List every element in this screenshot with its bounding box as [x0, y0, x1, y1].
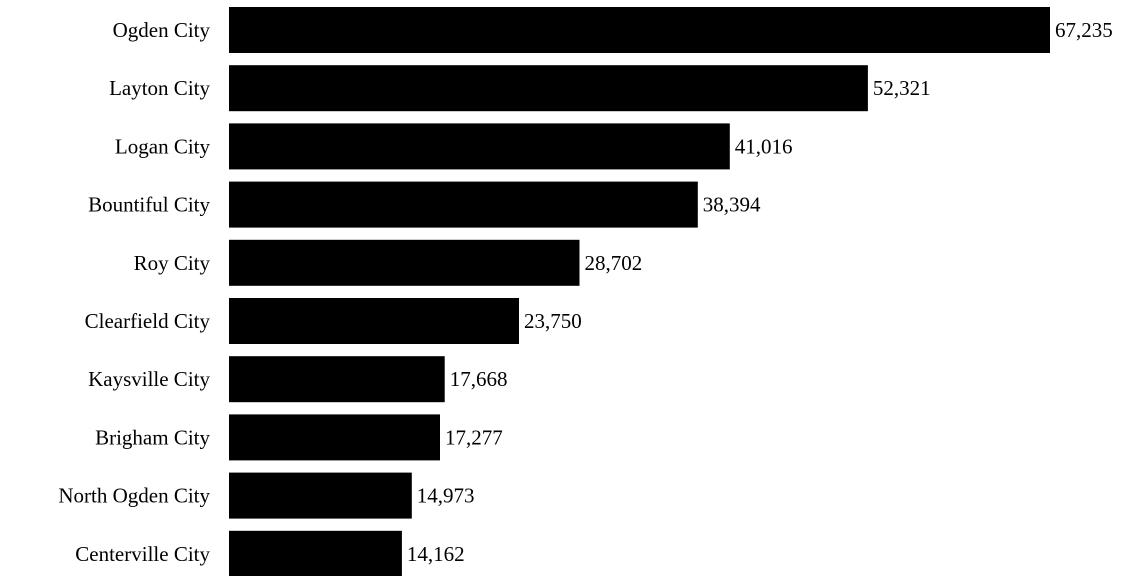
value-label: 28,702	[585, 251, 643, 275]
category-label: Roy City	[134, 251, 211, 275]
value-label: 14,973	[417, 484, 475, 508]
value-label: 17,277	[445, 425, 503, 449]
category-label: North Ogden City	[58, 484, 210, 508]
value-label: 23,750	[524, 309, 582, 333]
bar	[229, 414, 440, 461]
bar	[229, 123, 730, 170]
value-label: 17,668	[450, 367, 508, 391]
value-label: 52,321	[873, 76, 931, 100]
category-label: Ogden City	[113, 18, 211, 42]
value-label: 38,394	[703, 193, 761, 217]
category-label: Logan City	[115, 134, 211, 158]
category-label: Layton City	[109, 76, 210, 100]
bar	[229, 239, 580, 286]
bar	[229, 530, 402, 576]
value-labels-group: 67,235 52,321 41,016 38,394 28,702 23,750 17,6…	[407, 18, 1113, 566]
bar	[229, 7, 1050, 53]
bar	[229, 356, 445, 403]
value-label: 67,235	[1055, 18, 1113, 42]
bar	[229, 65, 868, 112]
bar	[229, 181, 698, 228]
category-labels-group: Ogden City Layton City Logan City Bountiful…	[58, 18, 210, 566]
bar	[229, 298, 519, 344]
value-label: 41,016	[735, 134, 793, 158]
bars-group	[229, 7, 1050, 576]
category-label: Bountiful City	[88, 193, 210, 217]
category-label: Clearfield City	[85, 309, 211, 333]
bar	[229, 472, 412, 519]
category-label: Kaysville City	[88, 367, 210, 391]
value-label: 14,162	[407, 542, 465, 566]
category-label: Centerville City	[75, 542, 210, 566]
category-label: Brigham City	[95, 425, 210, 449]
